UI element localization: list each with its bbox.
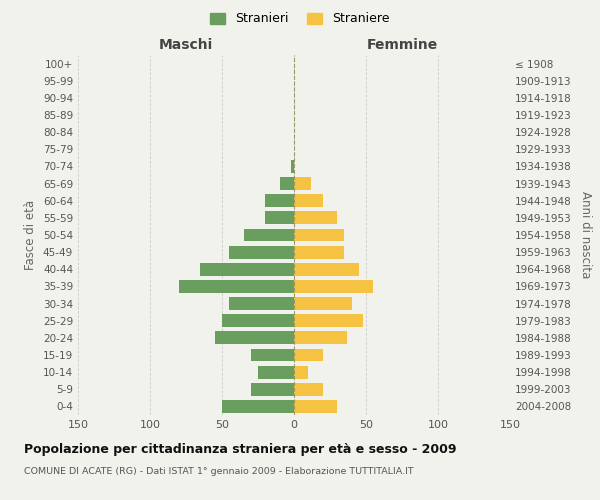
Bar [229,297,294,310]
Bar [229,246,294,258]
Bar [294,383,323,396]
Bar [291,160,294,173]
Bar [294,348,323,362]
Bar [294,280,373,293]
Bar [179,280,294,293]
Bar [294,400,337,413]
Text: COMUNE DI ACATE (RG) - Dati ISTAT 1° gennaio 2009 - Elaborazione TUTTITALIA.IT: COMUNE DI ACATE (RG) - Dati ISTAT 1° gen… [24,468,413,476]
Y-axis label: Fasce di età: Fasce di età [25,200,37,270]
Bar [244,228,294,241]
Bar [265,194,294,207]
Bar [294,194,323,207]
Bar [251,348,294,362]
Bar [294,212,337,224]
Bar [222,400,294,413]
Y-axis label: Anni di nascita: Anni di nascita [580,192,592,278]
Legend: Stranieri, Straniere: Stranieri, Straniere [206,8,394,29]
Bar [265,212,294,224]
Bar [294,246,344,258]
Text: Femmine: Femmine [367,38,437,52]
Bar [258,366,294,378]
Text: Maschi: Maschi [159,38,213,52]
Bar [222,314,294,327]
Bar [294,297,352,310]
Bar [251,383,294,396]
Text: Popolazione per cittadinanza straniera per età e sesso - 2009: Popolazione per cittadinanza straniera p… [24,442,457,456]
Bar [294,263,359,276]
Bar [280,177,294,190]
Bar [294,314,363,327]
Bar [294,366,308,378]
Bar [215,332,294,344]
Bar [200,263,294,276]
Bar [294,228,344,241]
Bar [294,177,311,190]
Bar [294,332,347,344]
